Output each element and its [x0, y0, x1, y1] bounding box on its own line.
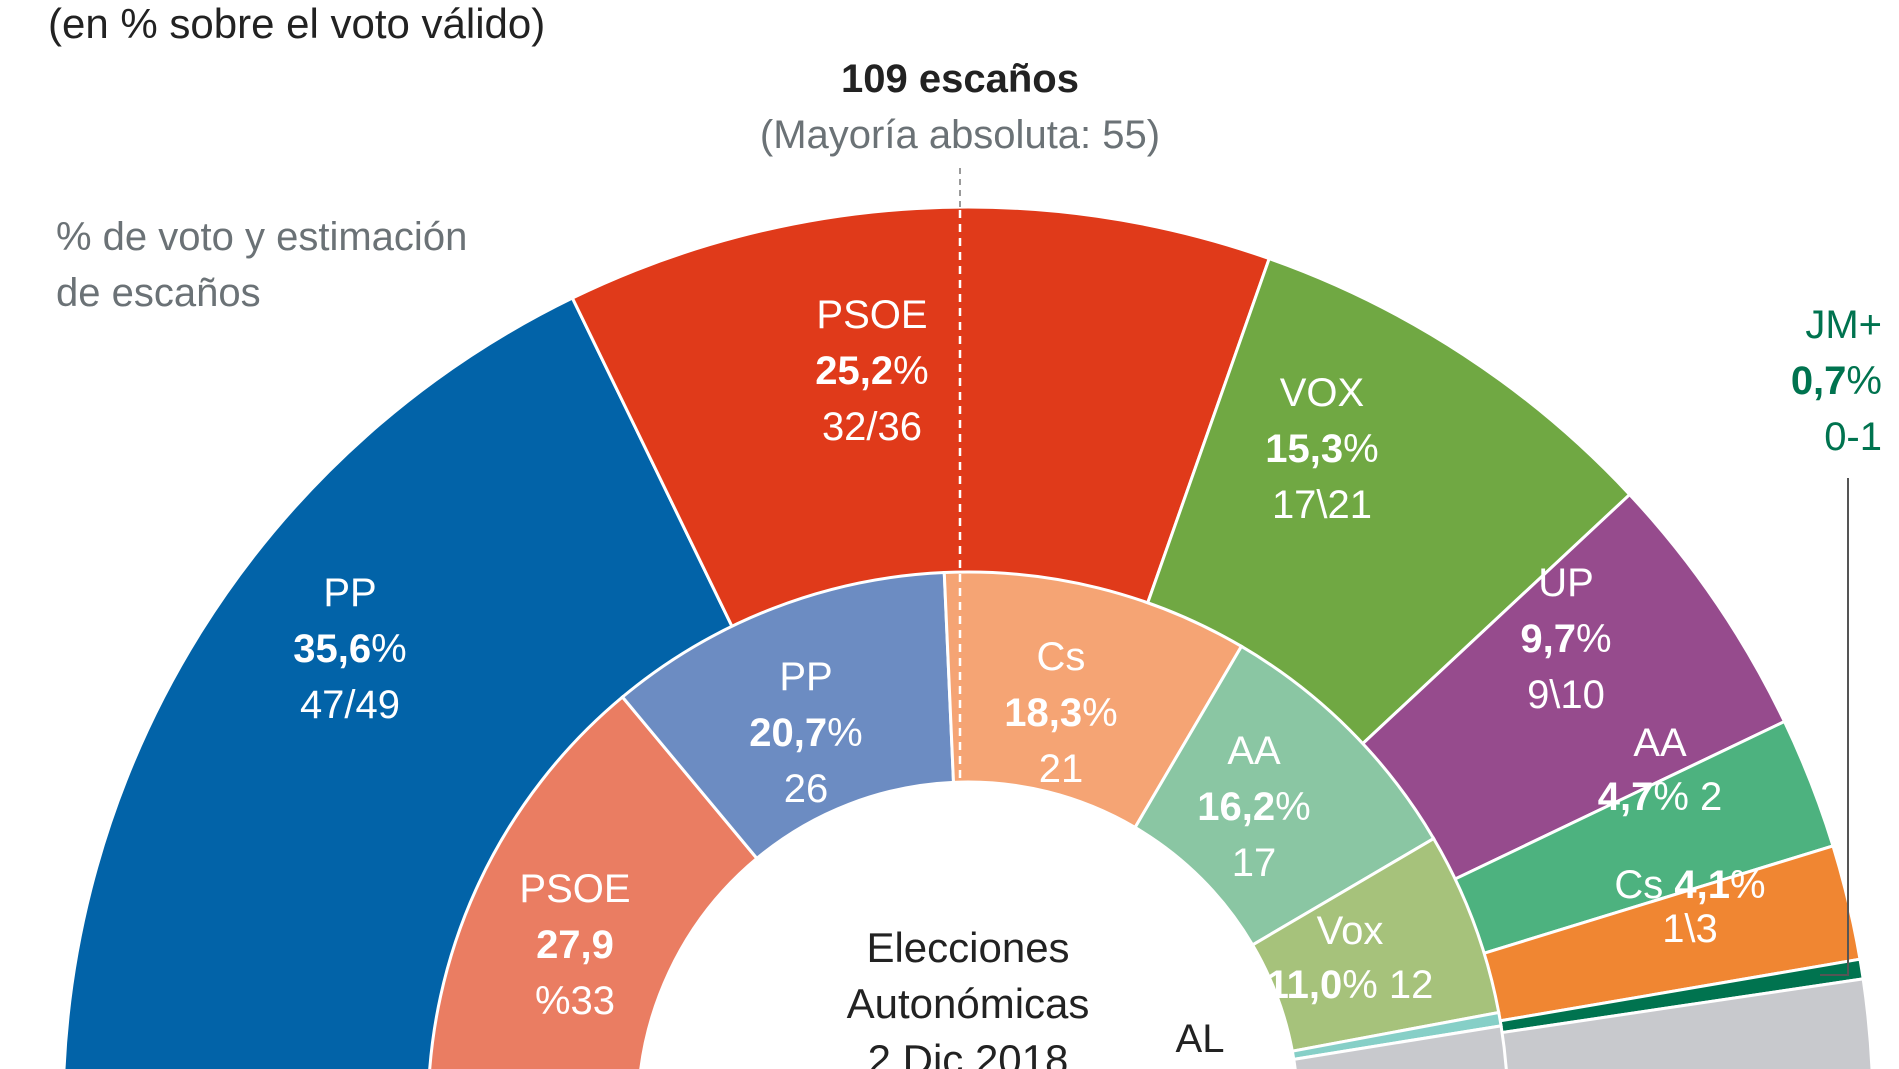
- inner-pp-name: PP: [779, 655, 832, 699]
- outer-pp-name: PP: [323, 571, 376, 615]
- inner-psoe-seats: %33: [535, 979, 615, 1023]
- legend-line-2: de escaños: [56, 271, 261, 315]
- inner-psoe-name: PSOE: [519, 867, 630, 911]
- jm-callout: JM+ 0,7% 0-1: [1791, 303, 1882, 976]
- outer-vox-name: VOX: [1280, 371, 1364, 415]
- outer-aa-value: 4,7% 2: [1598, 775, 1723, 819]
- inner-cs-seats: 21: [1039, 747, 1084, 791]
- inner-vox-value: 11,0% 12: [1267, 963, 1434, 1007]
- center-label-line-3: 2 Dic 2018: [868, 1036, 1069, 1069]
- outer-vox-value: 15,3%: [1265, 427, 1378, 471]
- inner-aa-value: 16,2%: [1197, 785, 1310, 829]
- center-label-line-2: Autonómicas: [847, 980, 1090, 1027]
- jm-seats-label: 0-1: [1824, 415, 1882, 459]
- center-label-line-1: Elecciones: [866, 924, 1069, 971]
- outer-aa-name: AA: [1633, 721, 1687, 765]
- jm-name-label: JM+: [1805, 303, 1882, 347]
- jm-value-label: 0,7%: [1791, 359, 1882, 403]
- outer-pp-seats: 47/49: [300, 683, 400, 727]
- outer-psoe-value: 25,2%: [815, 349, 928, 393]
- outer-cs-seats: 1\3: [1662, 907, 1718, 951]
- inner-pp-value: 20,7%: [749, 711, 862, 755]
- outer-psoe-seats: 32/36: [822, 405, 922, 449]
- inner-aa-seats: 17: [1232, 841, 1277, 885]
- inner-psoe-value: 27,9: [536, 923, 614, 967]
- chart-subtitle: (en % sobre el voto válido): [48, 0, 545, 47]
- legend-line-1: % de voto y estimación: [56, 215, 467, 259]
- inner-slice-psoe: [428, 694, 759, 1069]
- inner-vox-name: Vox: [1317, 909, 1384, 953]
- inner-cs-value: 18,3%: [1004, 691, 1117, 735]
- majority-label: (Mayoría absoluta: 55): [760, 113, 1160, 157]
- outer-labels: PP 35,6% 47/49 PSOE 25,2% 32/36 VOX 15,3% 17\21 U…: [293, 293, 1765, 951]
- outer-vox-seats: 17\21: [1272, 483, 1372, 527]
- outer-up-name: UP: [1538, 561, 1594, 605]
- inner-aa-name: AA: [1227, 729, 1281, 773]
- outer-ring: [62, 205, 1874, 1069]
- outer-pp-value: 35,6%: [293, 627, 406, 671]
- inner-pp-seats: 26: [784, 767, 829, 811]
- total-seats-label: 109 escaños: [841, 57, 1079, 101]
- inner-cs-name: Cs: [1037, 635, 1086, 679]
- outer-up-seats: 9\10: [1527, 673, 1605, 717]
- inner-labels: PSOE 27,9 %33 PP 20,7% 26 Cs 18,3% 21 AA 16,2% 17 Vo…: [519, 635, 1433, 1061]
- inner-ring: [428, 570, 1508, 1069]
- outer-cs-label: Cs 4,1%: [1614, 863, 1765, 907]
- outer-psoe-name: PSOE: [816, 293, 927, 337]
- jm-leader-line: [1820, 478, 1849, 976]
- outer-up-value: 9,7%: [1520, 617, 1611, 661]
- inner-slice-others: [1292, 1024, 1508, 1069]
- inner-al-label: AL: [1176, 1017, 1225, 1061]
